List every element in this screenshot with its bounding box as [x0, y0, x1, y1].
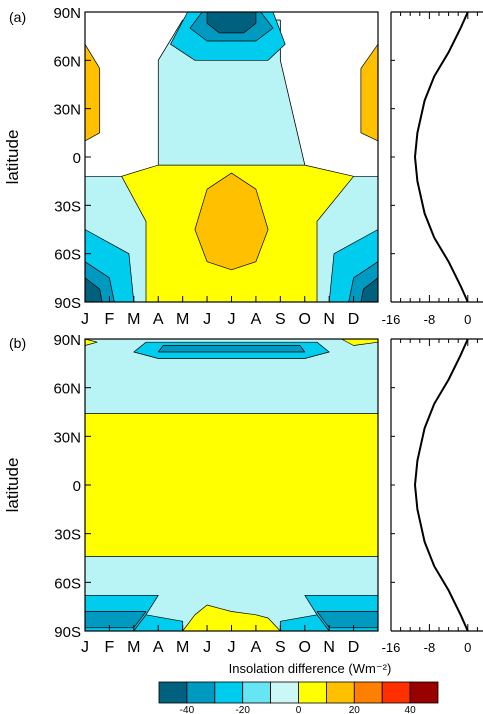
month-label: M — [176, 311, 189, 328]
month-label: F — [105, 311, 115, 328]
side-xtick-label: -8 — [424, 640, 436, 655]
month-label: M — [127, 639, 140, 656]
colorbar-swatch — [325, 681, 355, 704]
month-label: J — [228, 311, 236, 328]
colorbar-title: Insolation difference (Wm⁻²) — [229, 661, 392, 676]
side-profile-line-0 — [413, 11, 469, 303]
month-label: S — [275, 639, 286, 656]
month-label: N — [323, 311, 335, 328]
lat-tick-label: 30N — [53, 102, 81, 119]
colorbar-swatch — [186, 681, 216, 704]
month-label: M — [176, 639, 189, 656]
side-profile-line-1 — [413, 338, 469, 632]
colorbar-swatch — [381, 681, 411, 704]
month-label: O — [299, 311, 311, 328]
month-label: J — [203, 639, 211, 656]
lat-tick-label: 60S — [54, 247, 81, 264]
month-label: J — [228, 639, 236, 656]
lat-tick-label: 60N — [53, 53, 81, 70]
colorbar-swatch — [298, 681, 327, 704]
colorbar-swatch — [158, 681, 188, 704]
lat-tick-label: 60S — [54, 575, 81, 592]
lat-tick-label: 90N — [53, 332, 81, 349]
side-xtick-label: 0 — [464, 640, 471, 655]
month-label: A — [251, 311, 262, 328]
month-label: O — [299, 639, 311, 656]
lat-tick-label: 90S — [54, 295, 81, 312]
side-xtick-label: -8 — [424, 312, 436, 327]
month-label: F — [105, 639, 115, 656]
month-label: M — [127, 311, 140, 328]
lat-tick-label: 90S — [54, 624, 81, 641]
side-xtick-label: -16 — [382, 640, 401, 655]
lat-tick-label: 0 — [73, 478, 81, 495]
lat-tick-label: 90N — [53, 5, 81, 22]
month-label: D — [348, 639, 360, 656]
colorbar-swatch — [214, 681, 244, 704]
month-label: N — [323, 639, 335, 656]
month-label: J — [81, 639, 89, 656]
contour-region-1-12 — [182, 604, 281, 632]
colorbar-swatch — [353, 681, 383, 704]
month-label: S — [275, 311, 286, 328]
lat-tick-label: 30S — [54, 198, 81, 215]
contour-region-1-4 — [157, 345, 306, 353]
colorbar-tick-label: 40 — [405, 705, 417, 714]
lat-tick-label: 60N — [53, 381, 81, 398]
colorbar-tick-label: 0 — [296, 705, 302, 714]
lat-tick-label: 30N — [53, 429, 81, 446]
colorbar-tick-label: 20 — [349, 705, 361, 714]
month-label: A — [153, 639, 164, 656]
contour-region-0-7 — [194, 172, 269, 271]
y-axis-title: latitude — [3, 458, 22, 513]
month-label: D — [348, 311, 360, 328]
side-xtick-label: 0 — [464, 312, 471, 327]
panel-label: (b) — [9, 335, 26, 351]
lat-tick-label: 0 — [73, 150, 81, 167]
month-label: A — [251, 639, 262, 656]
contour-region-0-5 — [84, 43, 101, 142]
colorbar-tick-label: -20 — [235, 705, 250, 714]
colorbar-swatch — [242, 681, 271, 704]
month-label: J — [81, 311, 89, 328]
month-label: J — [203, 311, 211, 328]
panel-label: (a) — [9, 9, 26, 25]
colorbar-swatch — [270, 681, 299, 704]
y-axis-title: latitude — [3, 130, 22, 185]
side-xtick-label: -16 — [382, 312, 401, 327]
colorbar-swatch — [409, 681, 439, 704]
contour-region-0-6 — [360, 43, 379, 142]
lat-tick-label: 30S — [54, 527, 81, 544]
colorbar-tick-label: -40 — [180, 705, 195, 714]
month-label: A — [153, 311, 164, 328]
